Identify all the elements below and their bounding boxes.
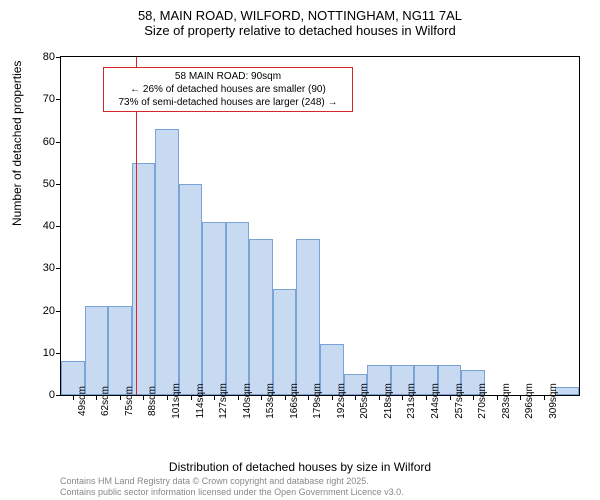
annotation-box: 58 MAIN ROAD: 90sqm← 26% of detached hou… bbox=[103, 67, 353, 112]
histogram-bar bbox=[273, 289, 297, 395]
histogram-bar bbox=[85, 306, 109, 395]
annotation-line-2: ← 26% of detached houses are smaller (90… bbox=[108, 83, 348, 96]
x-tick-mark bbox=[238, 395, 239, 400]
histogram-bar bbox=[296, 239, 320, 395]
footer-line-1: Contains HM Land Registry data © Crown c… bbox=[60, 476, 404, 487]
x-tick-mark bbox=[96, 395, 97, 400]
x-tick-mark bbox=[143, 395, 144, 400]
x-tick-mark bbox=[308, 395, 309, 400]
x-tick-mark bbox=[450, 395, 451, 400]
y-tick-mark bbox=[56, 184, 61, 185]
y-tick-mark bbox=[56, 142, 61, 143]
histogram-bar bbox=[226, 222, 250, 395]
x-tick-label: 127sqm bbox=[218, 383, 229, 419]
histogram-bar bbox=[132, 163, 156, 395]
title-line-1: 58, MAIN ROAD, WILFORD, NOTTINGHAM, NG11… bbox=[0, 8, 600, 23]
x-tick-mark bbox=[191, 395, 192, 400]
x-tick-label: 296sqm bbox=[524, 383, 535, 419]
x-tick-label: 166sqm bbox=[289, 383, 300, 419]
x-tick-label: 192sqm bbox=[336, 383, 347, 419]
x-tick-mark bbox=[261, 395, 262, 400]
chart-title: 58, MAIN ROAD, WILFORD, NOTTINGHAM, NG11… bbox=[0, 0, 600, 38]
x-tick-mark bbox=[355, 395, 356, 400]
x-tick-label: 153sqm bbox=[265, 383, 276, 419]
x-tick-label: 231sqm bbox=[406, 383, 417, 419]
x-tick-mark bbox=[426, 395, 427, 400]
x-tick-mark bbox=[120, 395, 121, 400]
y-axis-label: Number of detached properties bbox=[10, 61, 24, 226]
y-tick-mark bbox=[56, 353, 61, 354]
x-tick-mark bbox=[520, 395, 521, 400]
x-tick-label: 244sqm bbox=[430, 383, 441, 419]
x-tick-label: 114sqm bbox=[195, 384, 206, 419]
histogram-bar bbox=[202, 222, 226, 395]
y-tick-mark bbox=[56, 311, 61, 312]
x-tick-label: 205sqm bbox=[359, 383, 370, 419]
x-tick-mark bbox=[73, 395, 74, 400]
x-tick-label: 140sqm bbox=[242, 383, 253, 419]
x-tick-mark bbox=[214, 395, 215, 400]
x-tick-label: 270sqm bbox=[477, 383, 488, 419]
y-tick-mark bbox=[56, 268, 61, 269]
x-tick-mark bbox=[285, 395, 286, 400]
title-line-2: Size of property relative to detached ho… bbox=[0, 23, 600, 38]
y-tick-mark bbox=[56, 226, 61, 227]
histogram-bar bbox=[108, 306, 132, 395]
chart-container: 58, MAIN ROAD, WILFORD, NOTTINGHAM, NG11… bbox=[0, 0, 600, 500]
x-tick-label: 218sqm bbox=[383, 383, 394, 419]
y-tick-mark bbox=[56, 395, 61, 396]
y-tick-mark bbox=[56, 99, 61, 100]
x-tick-mark bbox=[402, 395, 403, 400]
x-tick-mark bbox=[332, 395, 333, 400]
annotation-line-3: 73% of semi-detached houses are larger (… bbox=[108, 96, 348, 109]
x-tick-label: 179sqm bbox=[312, 383, 323, 419]
x-tick-mark bbox=[379, 395, 380, 400]
x-tick-mark bbox=[544, 395, 545, 400]
x-tick-label: 49sqm bbox=[77, 386, 88, 416]
y-tick-mark bbox=[56, 57, 61, 58]
x-tick-mark bbox=[473, 395, 474, 400]
x-tick-label: 62sqm bbox=[100, 386, 111, 416]
x-tick-label: 283sqm bbox=[501, 383, 512, 419]
x-tick-mark bbox=[497, 395, 498, 400]
x-tick-label: 257sqm bbox=[454, 383, 465, 419]
x-tick-label: 309sqm bbox=[548, 383, 559, 419]
x-tick-mark bbox=[167, 395, 168, 400]
histogram-bar bbox=[249, 239, 273, 395]
x-tick-label: 101sqm bbox=[171, 383, 182, 419]
annotation-line-1: 58 MAIN ROAD: 90sqm bbox=[108, 70, 348, 83]
histogram-bar bbox=[179, 184, 203, 395]
footer-attribution: Contains HM Land Registry data © Crown c… bbox=[60, 476, 404, 498]
x-tick-label: 75sqm bbox=[124, 386, 135, 416]
footer-line-2: Contains public sector information licen… bbox=[60, 487, 404, 498]
plot-area: 0102030405060708049sqm62sqm75sqm88sqm101… bbox=[60, 56, 580, 396]
histogram-bar bbox=[155, 129, 179, 395]
x-tick-label: 88sqm bbox=[147, 386, 158, 416]
x-axis-label: Distribution of detached houses by size … bbox=[0, 460, 600, 474]
